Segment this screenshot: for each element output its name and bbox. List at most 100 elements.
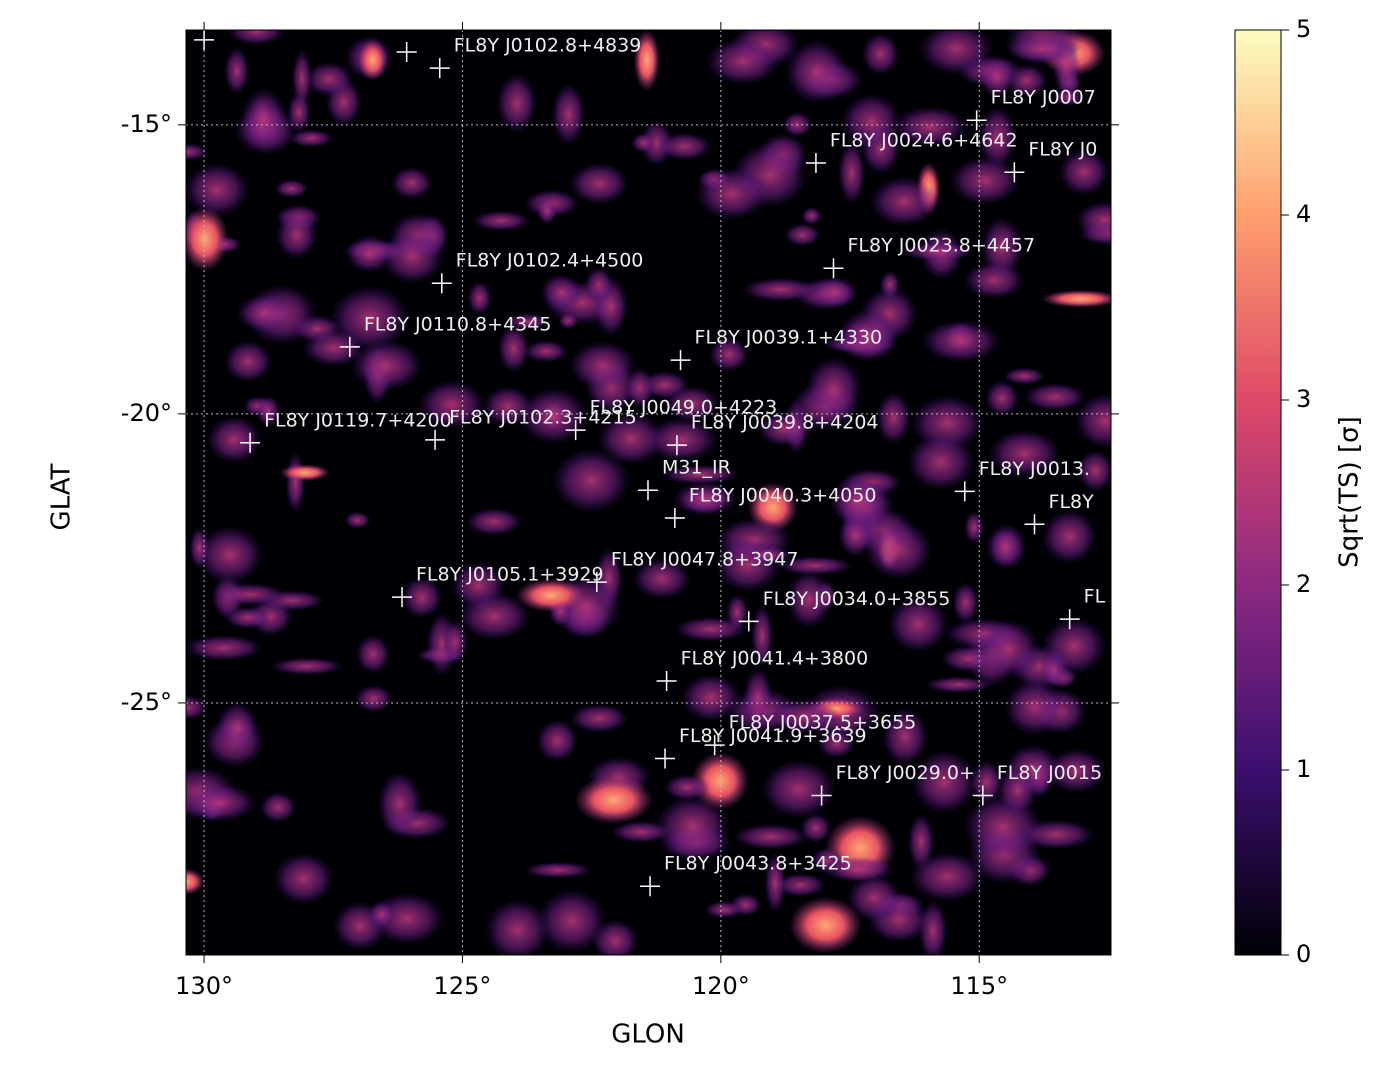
ts-blob (978, 620, 1040, 679)
ts-blob (496, 73, 538, 134)
ts-blob (345, 235, 393, 273)
ts-blob (273, 852, 334, 905)
ts-blob (847, 874, 902, 922)
ts-blob (624, 367, 655, 409)
ts-blob (255, 395, 281, 427)
source-marker (656, 670, 677, 691)
ts-blob (952, 582, 980, 624)
source-label: FL8Y J0034.0+3855 (763, 588, 951, 610)
ts-blob (304, 61, 354, 97)
ts-blob (186, 206, 229, 272)
ts-blob (569, 703, 629, 733)
ts-blob (259, 791, 297, 823)
ts-blob (655, 795, 731, 858)
source-marker (1004, 162, 1025, 183)
source-marker (738, 611, 759, 632)
ts-blob (196, 526, 264, 585)
source-marker (666, 435, 687, 456)
source-label: FL8Y J0043.8+3425 (664, 853, 852, 875)
ts-blob (695, 167, 769, 221)
source-label: FL8Y J0007 (991, 87, 1096, 109)
ts-blob (691, 751, 750, 811)
ts-blob (985, 380, 1020, 417)
source-label: FL8Y J0047.8+3947 (611, 549, 799, 571)
ts-blob (869, 176, 939, 227)
source-marker (425, 429, 446, 450)
ts-blob (1041, 509, 1098, 565)
ts-blob (909, 851, 985, 902)
source-marker (429, 58, 450, 79)
source-marker (640, 876, 661, 897)
ts-blob (660, 464, 741, 485)
source-marker (1024, 514, 1045, 535)
ts-blob (380, 230, 444, 284)
ts-blob (390, 166, 433, 200)
source-marker (194, 30, 215, 50)
ts-blob (186, 783, 257, 822)
source-marker (966, 110, 987, 131)
source-marker (339, 336, 360, 357)
ts-blob (887, 595, 949, 653)
ts-blob (918, 30, 994, 75)
colorbar-tick-label: 3 (1296, 385, 1311, 413)
ts-blob (680, 673, 741, 722)
ts-blob (458, 592, 531, 641)
ts-blob (1075, 201, 1111, 239)
x-tick-label: 115° (950, 972, 1008, 1000)
ts-blob (817, 729, 856, 759)
ts-blob (800, 813, 832, 844)
x-tick-label: 120° (692, 972, 750, 1000)
source-marker (972, 785, 993, 806)
x-axis-label: GLON (611, 1020, 685, 1050)
source-label: FL8Y J0024.6+4642 (830, 129, 1018, 151)
ts-blob (811, 276, 858, 309)
ts-blob (964, 510, 985, 545)
ts-blob (467, 280, 492, 316)
ts-blob (1052, 88, 1084, 107)
ts-blob (524, 340, 569, 363)
ts-blob (805, 356, 863, 422)
ts-blob (377, 771, 423, 837)
ts-blob (350, 339, 423, 392)
ts-blob (841, 93, 902, 150)
ts-blob (751, 604, 774, 668)
colorbar-tick-label: 5 (1296, 15, 1311, 43)
ts-blob (186, 162, 250, 217)
ts-blob (631, 132, 656, 153)
source-marker (240, 432, 261, 453)
ts-blob (224, 47, 250, 95)
source-marker (954, 481, 975, 502)
ts-blob (279, 464, 331, 481)
colorbar-tick-label: 2 (1296, 570, 1311, 598)
source-marker (823, 258, 844, 279)
ts-map (186, 30, 1111, 955)
ts-blob (236, 294, 294, 332)
ts-blob (829, 475, 888, 527)
ts-blob (558, 312, 579, 330)
frame (185, 29, 1112, 956)
source-label: FL8Y J0015 (997, 762, 1102, 784)
ts-blob (733, 823, 809, 850)
ts-blob (1004, 678, 1065, 736)
ts-blob (786, 570, 832, 629)
ts-blob (633, 30, 661, 92)
source-marker (805, 152, 826, 173)
source-label: FL8Y J0110.8+4345 (364, 313, 552, 335)
source-marker (664, 507, 685, 528)
ts-blob (1017, 819, 1095, 850)
ts-blob (584, 266, 614, 304)
ts-blob (472, 210, 531, 232)
y-tick-label: -15° (121, 110, 172, 138)
ts-blob (788, 896, 863, 954)
source-marker (565, 420, 586, 441)
source-label: FL8Y J0102.4+4500 (456, 250, 644, 272)
source-marker (670, 350, 691, 371)
ts-blob (506, 313, 550, 330)
ts-blob (1077, 449, 1111, 492)
ts-blob (368, 900, 395, 929)
ts-blob (536, 197, 558, 225)
ts-blob (289, 129, 334, 148)
ts-blob (978, 106, 1017, 169)
ts-blob (224, 340, 273, 383)
ts-blob (485, 898, 550, 955)
